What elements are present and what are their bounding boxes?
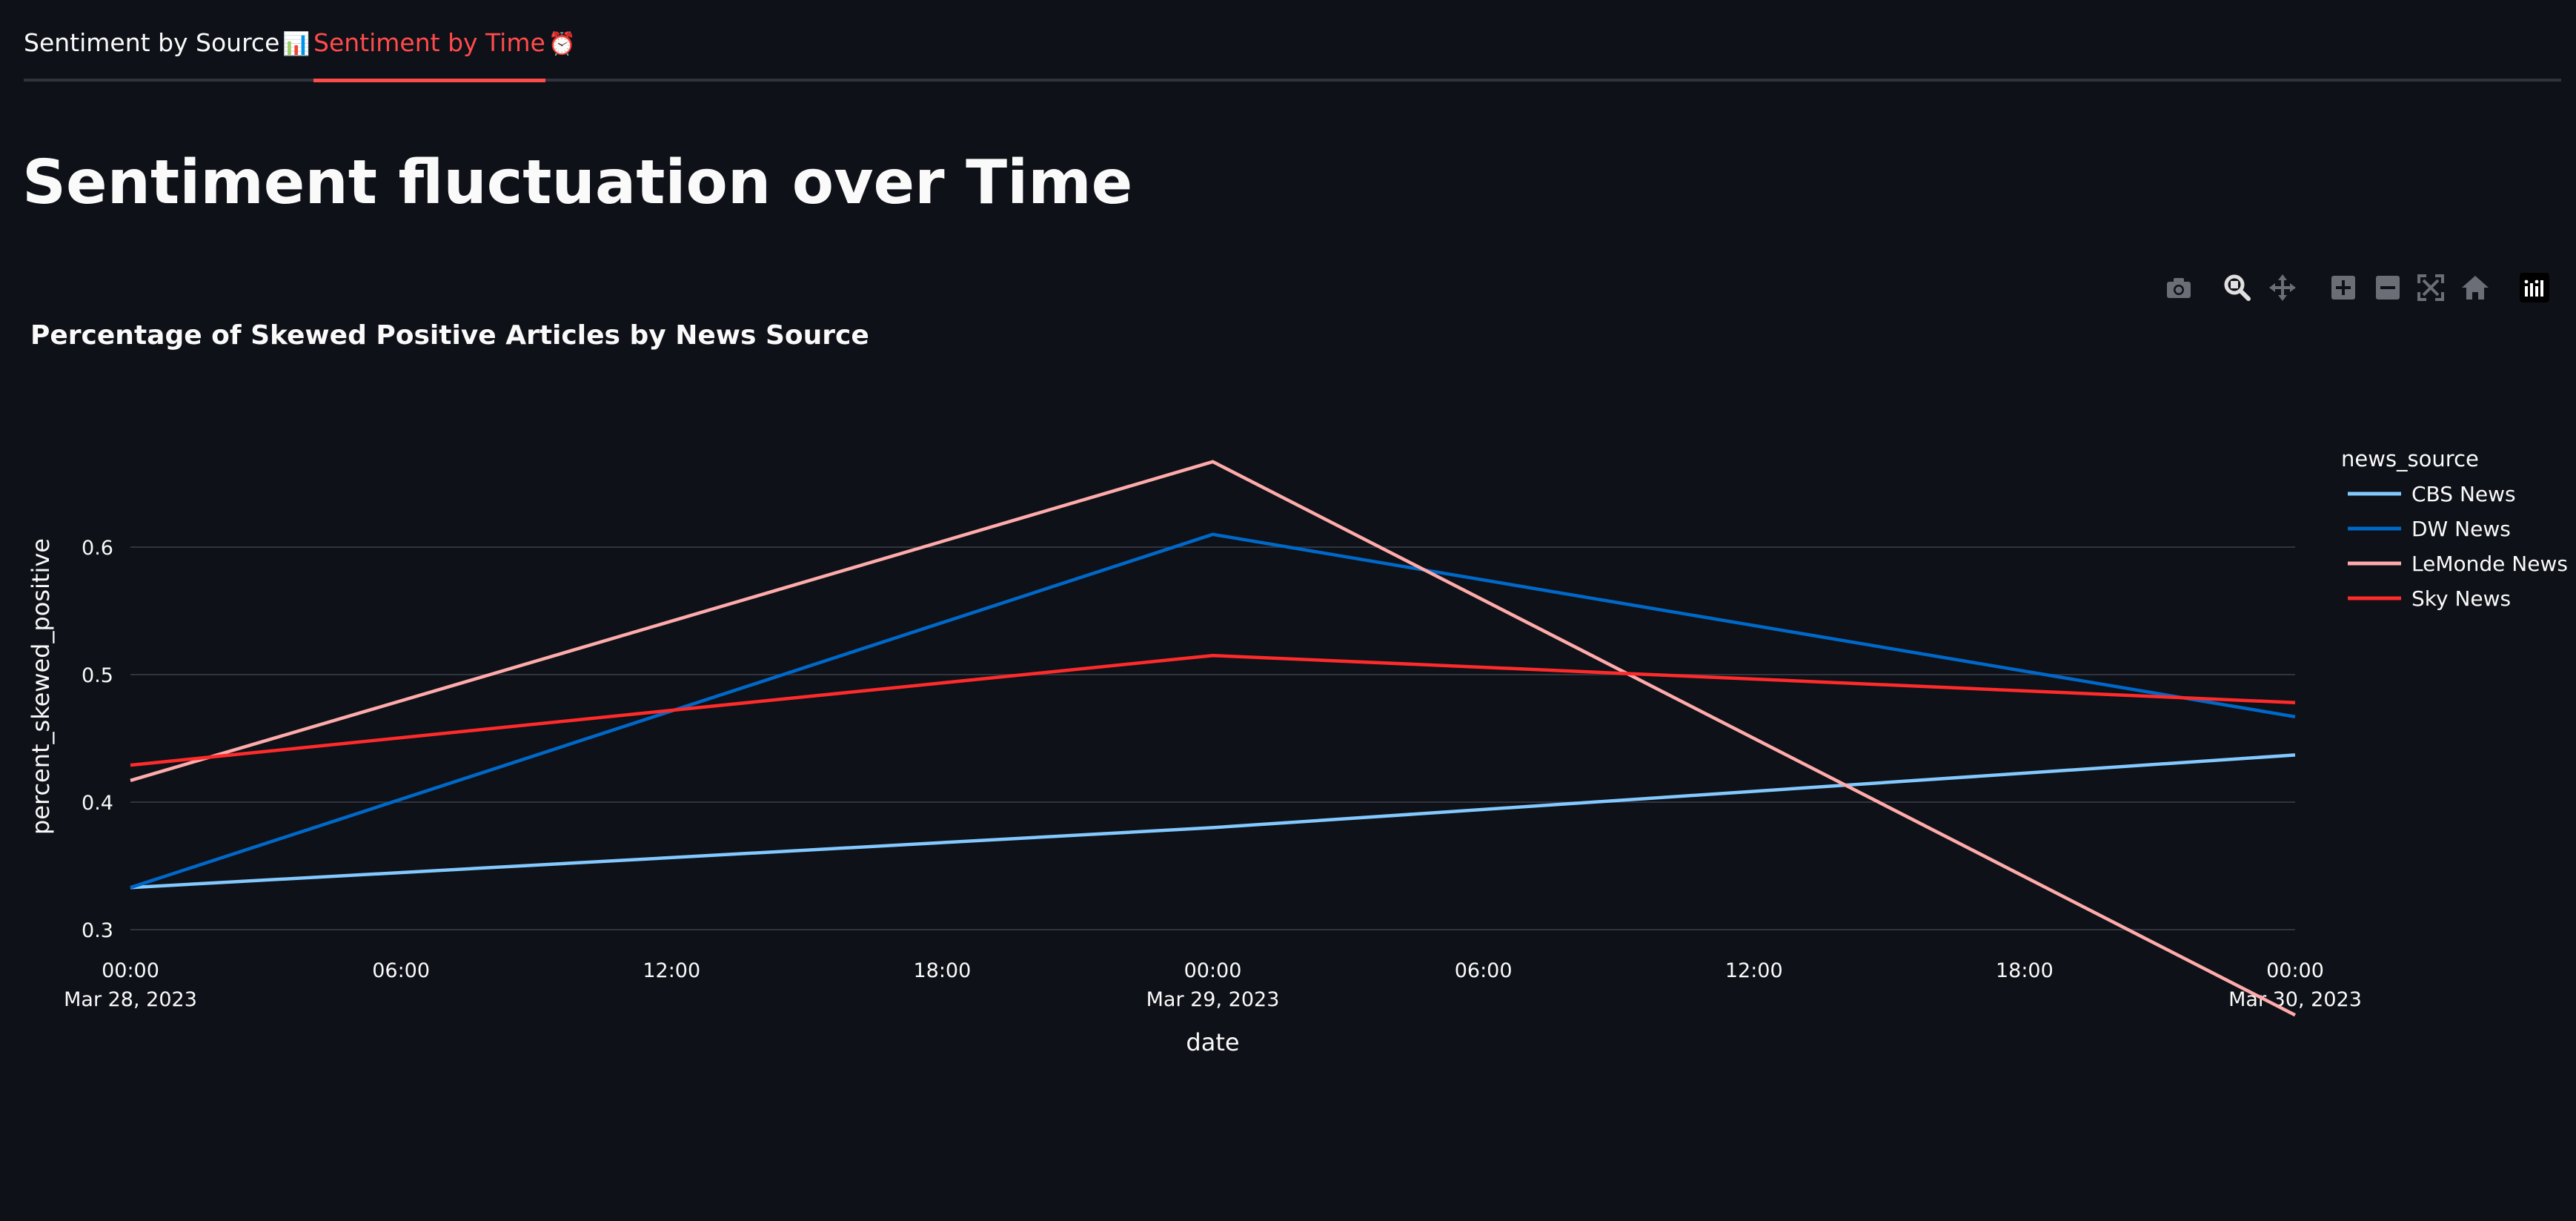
y-tick-label: 0.3 [82,919,113,942]
tab-label: Sentiment by Source [24,28,280,57]
zoom-in-icon[interactable] [2327,271,2360,304]
chart-svg[interactable]: Percentage of Skewed Positive Articles b… [0,297,2576,1082]
legend-item-label[interactable]: CBS News [2411,482,2516,506]
legend-item-label[interactable]: LeMonde News [2411,552,2568,576]
x-tick-label: 06:00 [372,959,430,982]
y-tick-label: 0.6 [82,537,113,560]
tab-divider [24,79,2561,82]
series-line-dw-news[interactable] [130,532,2296,890]
x-axis-title: date [1186,1028,1239,1056]
zoom-icon[interactable] [2220,271,2253,304]
page-title: Sentiment fluctuation over Time [22,148,1133,218]
tab-sentiment-by-time[interactable]: Sentiment by Time ⏰ [313,28,576,82]
tab-label: Sentiment by Time [313,28,545,57]
autoscale-icon[interactable] [2414,271,2447,304]
x-tick-date-label: Mar 28, 2023 [64,988,197,1011]
x-tick-label: 00:00 [102,959,159,982]
legend-item-label[interactable]: DW News [2411,517,2511,541]
tab-sentiment-by-source[interactable]: Sentiment by Source 📊 [24,28,311,82]
legend-title: news_source [2341,446,2479,471]
series-line-cbs-news[interactable] [130,753,2296,890]
x-tick-label: 06:00 [1455,959,1513,982]
chart-title: Percentage of Skewed Positive Articles b… [30,320,869,351]
series-line-sky-news[interactable] [130,653,2296,767]
line-chart[interactable]: Percentage of Skewed Positive Articles b… [0,297,2576,1082]
x-tick-label: 00:00 [1184,959,1242,982]
active-tab-indicator [313,79,545,82]
tab-bar: Sentiment by Source 📊 Sentiment by Time ⏰ [0,0,2561,82]
y-tick-label: 0.5 [82,664,113,687]
x-tick-label: 18:00 [1996,959,2054,982]
reset-axes-icon[interactable] [2459,271,2492,304]
x-tick-date-label: Mar 29, 2023 [1146,988,1280,1011]
legend-item-label[interactable]: Sky News [2411,586,2511,611]
y-axis-title: percent_skewed_positive [27,538,55,835]
bar-chart-icon: 📊 [282,31,311,57]
plotly-logo-icon[interactable] [2518,271,2551,304]
x-tick-label: 12:00 [1725,959,1783,982]
x-tick-label: 00:00 [2266,959,2324,982]
alarm-clock-icon: ⏰ [548,31,577,57]
series-line-lemonde-news[interactable] [130,460,2297,1017]
x-tick-label: 18:00 [913,959,971,982]
camera-icon[interactable] [2162,271,2195,304]
x-tick-label: 12:00 [643,959,700,982]
zoom-out-icon[interactable] [2371,271,2404,304]
pan-icon[interactable] [2266,271,2299,304]
y-tick-label: 0.4 [82,792,113,815]
